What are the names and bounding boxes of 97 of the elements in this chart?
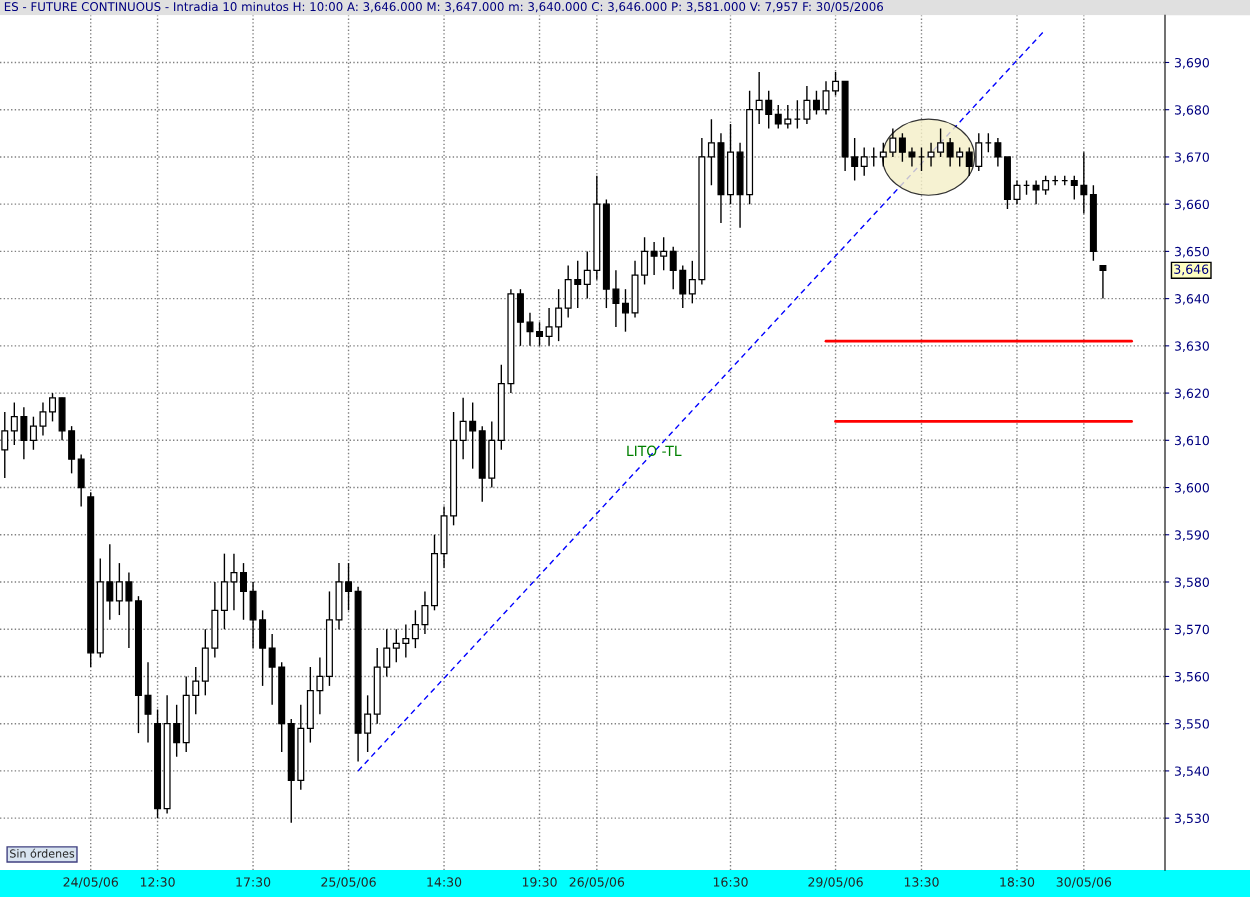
candlestick <box>230 552 238 612</box>
candlestick <box>755 71 763 125</box>
candlestick <box>173 704 181 758</box>
candlestick <box>268 633 276 706</box>
candlestick <box>39 401 47 437</box>
candlestick <box>526 312 534 347</box>
y-tick-label: 3,670 <box>1174 152 1209 164</box>
candlestick <box>994 137 1002 168</box>
candlestick <box>946 137 954 168</box>
candlestick <box>364 694 372 753</box>
candlestick <box>1013 179 1021 205</box>
candlestick <box>411 609 419 649</box>
candlestick <box>688 260 696 305</box>
candlestick <box>927 142 935 168</box>
candlestick <box>555 288 563 342</box>
candlestick <box>125 571 133 649</box>
y-tick-label: 3,660 <box>1174 199 1209 211</box>
x-tick-label: 29/05/06 <box>808 877 863 888</box>
candlestick <box>679 264 687 309</box>
candlestick <box>956 146 964 168</box>
y-tick-label: 3,590 <box>1174 530 1209 541</box>
annotation: Sin órdenes <box>10 848 75 858</box>
candlestick <box>812 90 820 116</box>
candlestick <box>1099 264 1107 300</box>
candlestick <box>392 628 400 663</box>
text: 3,646 <box>1174 264 1209 276</box>
candlestick <box>860 146 868 177</box>
x-tick-label: 25/05/06 <box>321 877 376 888</box>
x-tick-label: 18:30 <box>1000 877 1035 887</box>
candlestick <box>29 415 37 451</box>
candlestick <box>832 71 840 97</box>
x-tick-label: 26/05/06 <box>569 877 625 888</box>
x-tick-label: 12:30 <box>140 877 175 887</box>
y-tick-label: 3,610 <box>1174 435 1209 447</box>
candlestick <box>774 104 782 130</box>
y-tick-label: 3,570 <box>1174 624 1209 636</box>
x-tick-label: 14:30 <box>427 877 462 887</box>
y-tick-label: 3,530 <box>1174 813 1209 825</box>
candlestick <box>10 401 18 446</box>
candlestick <box>1032 179 1040 205</box>
x-tick-label: 30/05/06 <box>1056 877 1112 888</box>
y-tick-label: 3,540 <box>1174 766 1209 778</box>
y-tick-label: 3,680 <box>1174 105 1209 116</box>
candlestick <box>345 562 353 612</box>
y-tick-label: 3,640 <box>1174 294 1209 305</box>
y-tick-label: 3,550 <box>1174 719 1209 730</box>
y-tick-label: 3,690 <box>1174 57 1209 69</box>
x-tick-label: 19:30 <box>522 877 557 887</box>
candlestick <box>889 127 897 158</box>
candlestick <box>192 666 200 715</box>
candlestick <box>908 146 916 168</box>
candlestick <box>822 80 830 116</box>
candlestick <box>650 241 658 276</box>
candlestick <box>937 127 945 158</box>
y-tick-label: 3,580 <box>1174 577 1209 589</box>
candlestick <box>1070 175 1078 201</box>
candlestick <box>965 146 973 177</box>
series-label: LITO -TL <box>627 445 682 457</box>
candlestick <box>402 623 410 659</box>
candlestick <box>144 661 152 744</box>
x-tick-label: 13:30 <box>904 877 939 887</box>
candlestick <box>459 397 467 460</box>
candlestick <box>898 132 906 163</box>
x-tick-label: 24/05/06 <box>63 877 118 888</box>
candlestick <box>641 236 649 286</box>
candlestick <box>421 590 429 635</box>
candlestick <box>851 137 859 182</box>
candlestick <box>545 307 553 347</box>
candlestick <box>669 245 677 290</box>
chart-title: ES - FUTURE CONTINUOUS - Intradia 10 minutos H: 10:00 A: 3,646.000 M: 3,647.000 m: 3,640.000 C: 3,646.000 P: 3,581.000 V: 7,957 F: 30/05/2006 <box>4 1 884 13</box>
candlestick <box>106 543 114 621</box>
y-tick-label: 3,650 <box>1174 246 1209 258</box>
candlestick <box>1042 175 1050 196</box>
candlestick <box>765 90 773 130</box>
candlestick <box>316 656 324 715</box>
candlestick <box>660 236 668 271</box>
candlestick <box>583 250 591 300</box>
candlestick <box>784 104 792 130</box>
y-tick-label: 3,630 <box>1174 341 1209 353</box>
candlestick <box>20 406 28 460</box>
candlestick <box>621 288 629 333</box>
candlestick <box>536 321 544 347</box>
candlestick <box>469 401 477 470</box>
candlestick <box>612 269 620 328</box>
candlestick <box>383 628 391 678</box>
candlestick <box>707 118 715 186</box>
candlestick <box>240 562 247 621</box>
candlestick <box>115 562 123 616</box>
y-tick-label: 3,560 <box>1174 671 1209 683</box>
x-tick-label: 17:30 <box>236 877 271 887</box>
candlestick <box>1080 151 1088 215</box>
y-tick-label: 3,620 <box>1174 388 1209 400</box>
candlestick <box>803 85 811 125</box>
y-tick-label: 3,600 <box>1174 483 1209 494</box>
x-tick-label: 16:30 <box>713 877 748 887</box>
candlestick <box>574 260 582 309</box>
candlestick <box>49 392 57 423</box>
